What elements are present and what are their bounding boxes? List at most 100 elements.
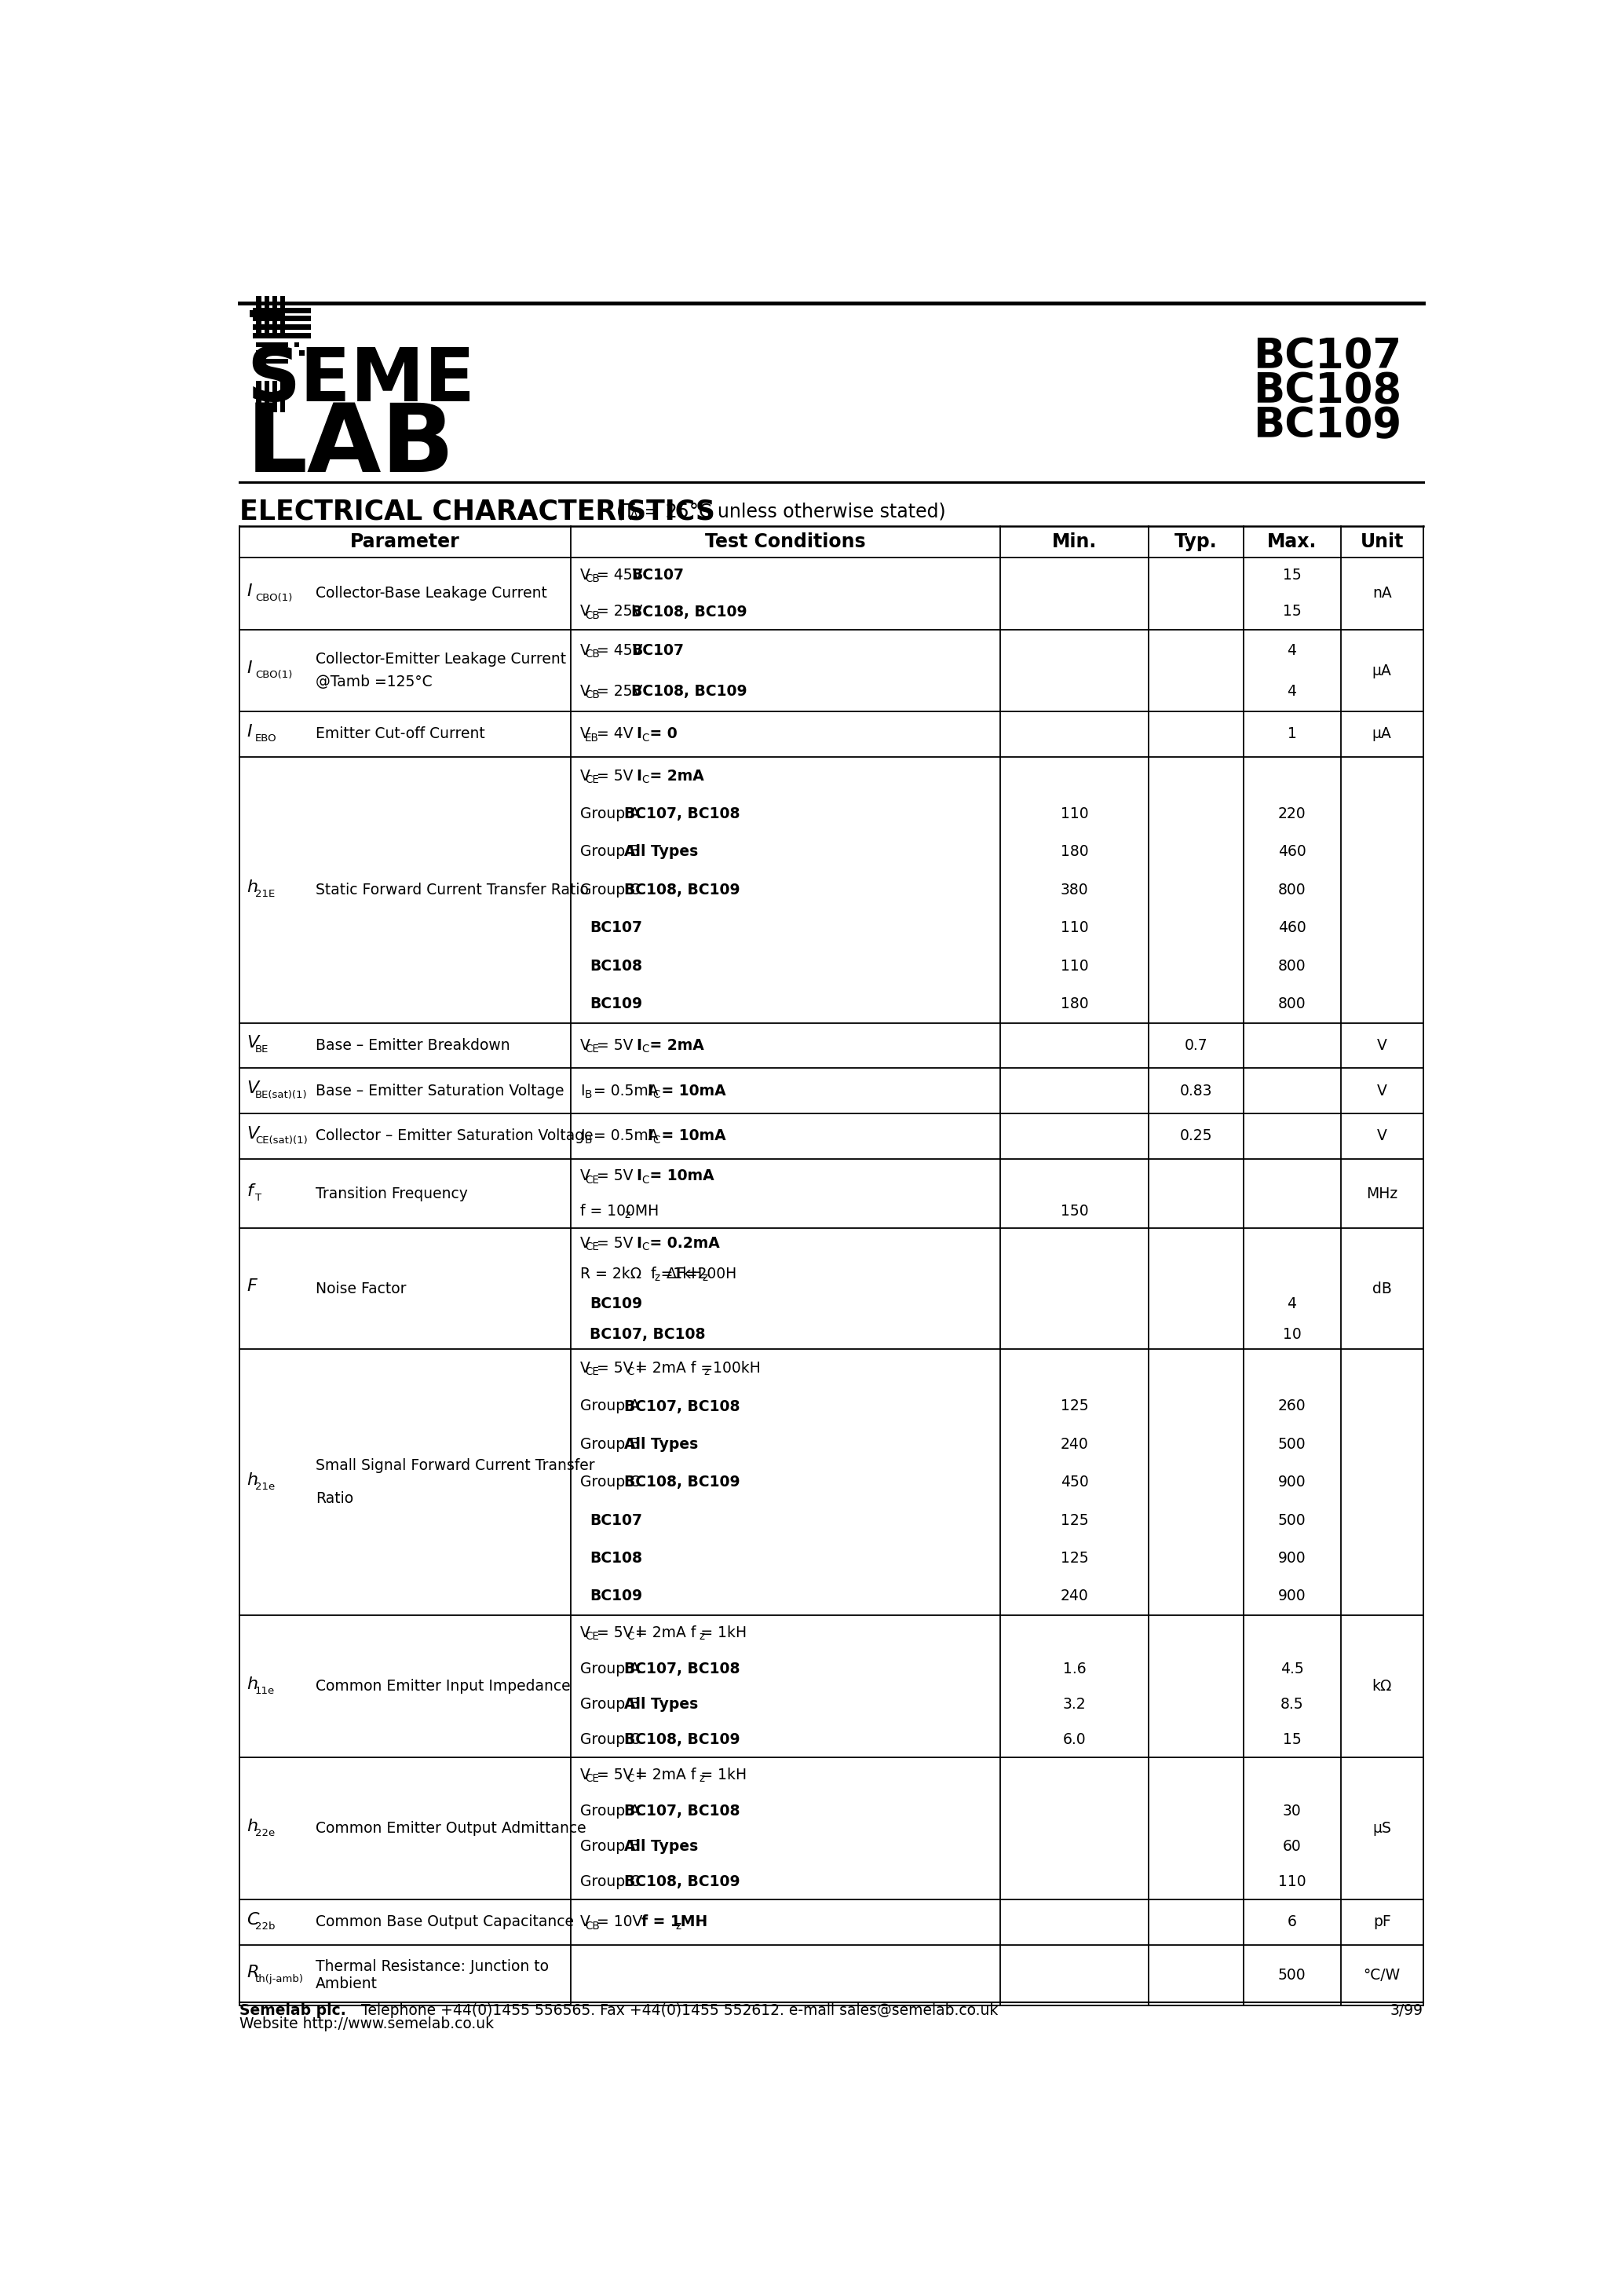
Text: 500: 500 <box>1278 1513 1306 1527</box>
Text: 1: 1 <box>1288 726 1296 742</box>
Text: z: z <box>699 1630 704 1642</box>
Text: V: V <box>247 1035 258 1052</box>
Text: Test Conditions: Test Conditions <box>706 533 866 551</box>
Text: BC108, BC109: BC108, BC109 <box>631 684 748 698</box>
Text: nA: nA <box>1372 585 1392 602</box>
Text: CE: CE <box>586 1045 599 1054</box>
Bar <box>253 317 311 321</box>
Bar <box>256 381 261 413</box>
Text: Semelab plc.: Semelab plc. <box>240 2002 345 2018</box>
Text: 180: 180 <box>1061 996 1088 1010</box>
Text: = 25V: = 25V <box>592 684 642 698</box>
Text: V: V <box>581 1169 590 1185</box>
Text: = 4V: = 4V <box>592 726 633 742</box>
Text: V: V <box>581 567 590 583</box>
Bar <box>276 310 284 317</box>
Text: CE: CE <box>586 1630 599 1642</box>
Text: @Tamb =125°C: @Tamb =125°C <box>315 675 431 689</box>
Text: = 5V: = 5V <box>592 769 633 783</box>
Text: = 2mA: = 2mA <box>646 769 704 783</box>
Text: I: I <box>637 1130 654 1143</box>
Text: CB: CB <box>586 1919 600 1931</box>
Text: BC109: BC109 <box>590 996 642 1010</box>
Text: BC107: BC107 <box>1252 335 1401 377</box>
Text: C: C <box>626 1773 634 1784</box>
Text: = 45V: = 45V <box>592 567 642 583</box>
Text: BC108: BC108 <box>1252 370 1401 411</box>
Text: 460: 460 <box>1278 921 1306 934</box>
Text: EB: EB <box>586 732 599 744</box>
Text: Base – Emitter Breakdown: Base – Emitter Breakdown <box>315 1038 509 1054</box>
Text: V: V <box>247 1081 258 1095</box>
Text: Group A: Group A <box>581 1398 639 1414</box>
Text: Ratio: Ratio <box>315 1492 354 1506</box>
Text: f: f <box>247 1182 253 1199</box>
Text: 220: 220 <box>1278 806 1306 822</box>
Text: F: F <box>247 1279 256 1295</box>
Text: A: A <box>629 507 639 523</box>
Text: Min.: Min. <box>1053 533 1096 551</box>
Text: Group B: Group B <box>581 845 639 859</box>
Text: I: I <box>581 1084 584 1097</box>
Text: ELECTRICAL CHARACTERISTICS: ELECTRICAL CHARACTERISTICS <box>240 498 715 526</box>
Text: T: T <box>255 1192 261 1203</box>
Text: = 5V: = 5V <box>592 1235 633 1251</box>
Text: V: V <box>1377 1084 1387 1097</box>
Text: Website http://www.semelab.co.uk: Website http://www.semelab.co.uk <box>240 2016 493 2032</box>
Text: CB: CB <box>586 574 600 585</box>
Text: 1.6: 1.6 <box>1062 1662 1087 1676</box>
Text: h: h <box>247 1818 258 1835</box>
Text: BC109: BC109 <box>590 1589 642 1605</box>
Text: V: V <box>1377 1038 1387 1054</box>
Text: 60: 60 <box>1283 1839 1301 1853</box>
Text: CBO(1): CBO(1) <box>255 670 292 680</box>
Text: V: V <box>1377 1130 1387 1143</box>
Text: Group C: Group C <box>581 1874 639 1890</box>
Text: C: C <box>652 1088 660 1100</box>
Bar <box>256 342 289 347</box>
Text: 3.2: 3.2 <box>1062 1697 1087 1711</box>
Text: Group C: Group C <box>581 882 639 898</box>
Text: V: V <box>581 1915 590 1929</box>
Text: BC108: BC108 <box>590 1550 642 1566</box>
Text: Group A: Group A <box>581 1662 639 1676</box>
Bar <box>256 296 261 333</box>
Text: 8.5: 8.5 <box>1280 1697 1304 1711</box>
Text: BE: BE <box>255 1045 269 1054</box>
Text: CB: CB <box>586 647 600 659</box>
Text: EBO: EBO <box>255 732 277 744</box>
Text: z: z <box>676 1919 681 1931</box>
Bar <box>253 324 311 331</box>
Text: = 5V I: = 5V I <box>592 1362 642 1375</box>
Text: I: I <box>626 726 642 742</box>
Text: 900: 900 <box>1278 1589 1306 1605</box>
Bar <box>253 308 311 312</box>
Text: = 10V: = 10V <box>592 1915 642 1929</box>
Text: z: z <box>704 1366 709 1378</box>
Text: = 10mA: = 10mA <box>646 1169 714 1185</box>
Text: 4: 4 <box>1288 1297 1296 1311</box>
Text: I: I <box>581 1130 584 1143</box>
Text: BC108, BC109: BC108, BC109 <box>624 1731 740 1747</box>
Text: Common Base Output Capacitance: Common Base Output Capacitance <box>315 1915 574 1929</box>
Bar <box>264 381 269 413</box>
Text: 240: 240 <box>1061 1437 1088 1451</box>
Text: z: z <box>654 1272 660 1283</box>
Text: 21e: 21e <box>255 1481 274 1492</box>
Text: C: C <box>641 1173 649 1185</box>
Bar <box>272 296 277 333</box>
Text: BC107: BC107 <box>590 921 642 934</box>
Text: = 2mA: = 2mA <box>646 1038 704 1054</box>
Text: 0.7: 0.7 <box>1184 1038 1208 1054</box>
Text: 110: 110 <box>1061 921 1088 934</box>
Bar <box>290 333 295 338</box>
Text: = 25°C unless otherwise stated): = 25°C unless otherwise stated) <box>639 503 946 521</box>
Text: V: V <box>581 726 590 742</box>
Text: Ambient: Ambient <box>315 1977 378 1991</box>
Text: V: V <box>581 1362 590 1375</box>
Text: 110: 110 <box>1278 1874 1306 1890</box>
Text: μS: μS <box>1372 1821 1392 1837</box>
Text: Emitter Cut-off Current: Emitter Cut-off Current <box>315 726 485 742</box>
Bar <box>250 310 260 317</box>
Text: I: I <box>247 661 251 675</box>
